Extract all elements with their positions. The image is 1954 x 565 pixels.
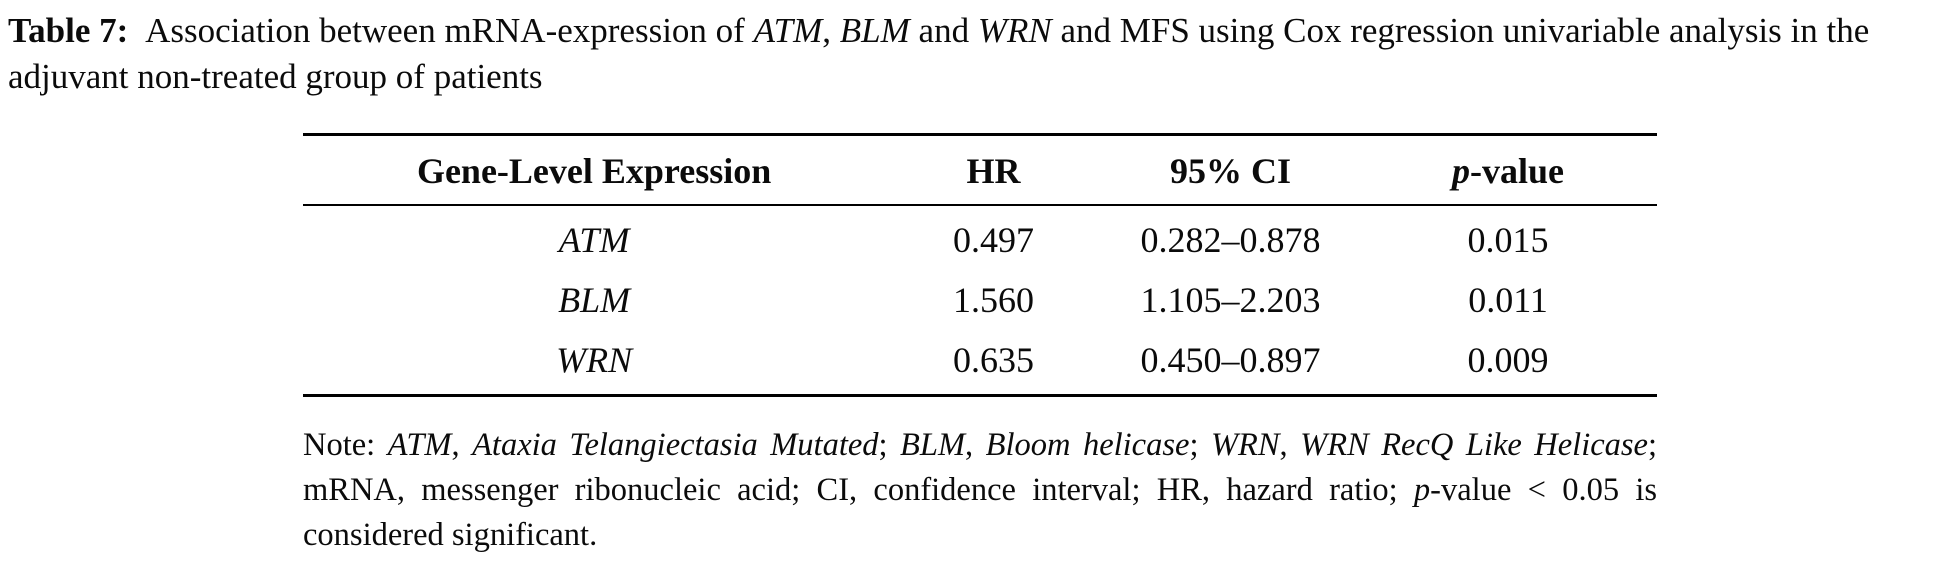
p-value-cell: 0.011 <box>1468 280 1548 320</box>
text-segment: p <box>1413 471 1431 508</box>
table-row: WRN 0.635 0.450–0.897 0.009 <box>303 330 1657 396</box>
table-caption: Table 7: Association between mRNA-expres… <box>0 0 1954 99</box>
text-segment: , <box>822 11 840 50</box>
text-segment: , <box>965 427 986 463</box>
text-segment: Table 7: <box>8 11 129 50</box>
text-segment: ; <box>878 427 901 463</box>
text-segment: ; <box>1189 427 1211 463</box>
text-segment: , <box>451 427 473 463</box>
text-segment: Note: <box>303 427 388 463</box>
table-container: Gene-Level Expression HR 95% CI p-value … <box>303 133 1657 397</box>
text-segment: Association between mRNA-expression of <box>138 11 754 50</box>
p-value-cell: 0.009 <box>1467 340 1549 380</box>
header-95ci: 95% CI <box>1169 151 1291 191</box>
header-hr: HR <box>966 151 1021 191</box>
text-segment: , <box>1279 427 1301 463</box>
gene-cell: WRN <box>556 340 633 380</box>
results-table: Gene-Level Expression HR 95% CI p-value … <box>303 133 1657 397</box>
table-row: ATM 0.497 0.282–0.878 0.015 <box>303 205 1657 270</box>
text-segment: and <box>909 11 978 50</box>
p-value-header-rest: -value <box>1470 151 1565 191</box>
header-row: Gene-Level Expression HR 95% CI p-value <box>303 135 1657 206</box>
text-segment: WRN <box>1210 427 1280 463</box>
hr-cell: 1.560 <box>953 280 1035 320</box>
text-segment: Bloom helicase <box>985 427 1190 463</box>
text-segment: ATM <box>387 427 452 463</box>
gene-cell: BLM <box>558 280 631 320</box>
hr-cell: 0.635 <box>953 340 1035 380</box>
text-segment: WRN <box>977 11 1052 50</box>
header-gene-level-expression: Gene-Level Expression <box>416 151 772 191</box>
hr-cell: 0.497 <box>953 220 1035 260</box>
table-row: BLM 1.560 1.105–2.203 0.011 <box>303 270 1657 330</box>
text-segment: ; mRNA, messenger ribonucleic acid; CI, … <box>303 427 1658 508</box>
ci-cell: 0.450–0.897 <box>1140 340 1321 380</box>
table-header: Gene-Level Expression HR 95% CI p-value <box>303 135 1657 206</box>
text-segment: BLM <box>839 11 910 50</box>
text-segment: and MFS using Cox regression univariable… <box>8 11 1870 96</box>
gene-cell: ATM <box>558 220 630 260</box>
p-value-header-italic-p: p <box>1452 151 1471 191</box>
text-segment: BLM <box>900 427 966 463</box>
ci-cell: 0.282–0.878 <box>1140 220 1321 260</box>
text-segment: -value < 0.05 is considered significant. <box>303 471 1657 553</box>
table-body: ATM 0.497 0.282–0.878 0.015 BLM 1.560 1.… <box>303 205 1657 396</box>
text-segment: ATM <box>753 11 823 50</box>
p-value-cell: 0.015 <box>1467 220 1549 260</box>
ci-cell: 1.105–2.203 <box>1140 280 1321 320</box>
header-p-value: p-value <box>1359 135 1657 206</box>
table-footnote: Note: ATM, Ataxia Telangiectasia Mutated… <box>303 423 1657 558</box>
text-segment: Ataxia Telangiectasia Mutated <box>472 427 879 463</box>
text-segment: WRN RecQ Like Helicase <box>1300 427 1648 463</box>
